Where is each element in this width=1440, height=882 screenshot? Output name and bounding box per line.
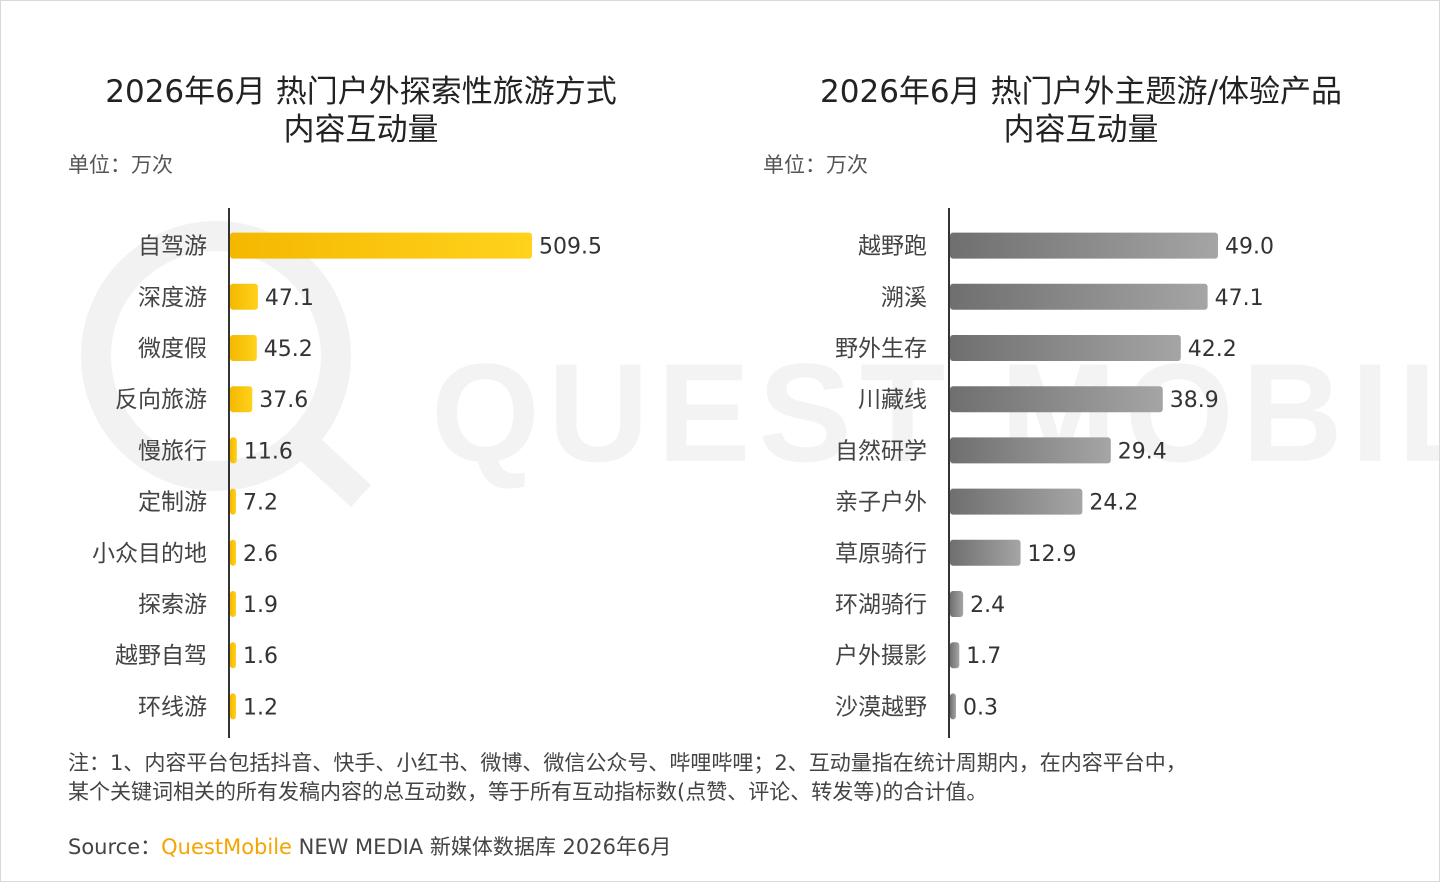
bar [950, 539, 1021, 566]
bar [950, 386, 1163, 413]
category-label: 越野跑 [858, 234, 927, 260]
category-label: 沙漠越野 [835, 694, 927, 720]
value-label: 37.6 [259, 388, 308, 413]
bar [230, 488, 236, 515]
bar-chart-right: 越野跑 49.0 溯溪 47.1 野外生存 42.2 川藏线 38.9 自然研学 29.4 亲子户外… [835, 208, 1274, 738]
value-label: 509.5 [539, 235, 602, 260]
category-label: 环线游 [138, 694, 207, 720]
value-label: 47.1 [1215, 286, 1264, 311]
chart-title-left-line1: 2026年6月 热门户外探索性旅游方式 [105, 74, 617, 110]
chart-title-right-line2: 内容互动量 [1003, 112, 1159, 148]
source-line: Source：QuestMobile NEW MEDIA 新媒体数据库 2026… [68, 831, 671, 861]
bar [950, 283, 1208, 310]
category-label: 草原骑行 [835, 541, 927, 567]
chart-title-left-line2: 内容互动量 [283, 112, 439, 148]
category-label: 反向旅游 [115, 387, 207, 413]
category-label: 慢旅行 [138, 438, 207, 464]
bar [950, 232, 1218, 259]
bar [950, 642, 960, 669]
footnote: 注：1、内容平台包括抖音、快手、小红书、微博、微信公众号、哔哩哔哩；2、互动量指… [68, 749, 1388, 807]
value-label: 38.9 [1170, 388, 1219, 413]
bar [950, 591, 964, 617]
category-label: 自驾游 [138, 234, 207, 260]
watermark-text: QUEST MOBILE [431, 334, 1439, 491]
category-label: 自然研学 [835, 438, 927, 464]
category-label: 野外生存 [835, 336, 927, 362]
footnote-line-2: 某个关键词相关的所有发稿内容的总互动数，等于所有互动指标数(点赞、评论、转发等)… [68, 780, 988, 804]
bar [230, 386, 253, 413]
bar [230, 437, 237, 464]
value-label: 42.2 [1188, 337, 1237, 362]
bar [230, 335, 257, 361]
bar [230, 232, 532, 259]
category-label: 深度游 [138, 285, 207, 311]
value-label: 7.2 [243, 491, 278, 516]
category-label: 环湖骑行 [835, 592, 927, 618]
watermark-logo-icon [81, 221, 372, 508]
category-label: 溯溪 [881, 285, 927, 311]
value-label: 1.7 [966, 644, 1001, 669]
unit-label-right: 单位：万次 [763, 153, 868, 177]
category-label: 户外摄影 [835, 643, 927, 669]
category-label: 小众目的地 [92, 541, 207, 567]
bar [950, 488, 1083, 515]
category-label: 探索游 [138, 592, 207, 618]
category-label: 越野自驾 [115, 643, 207, 669]
source-prefix: Source： [68, 835, 162, 859]
value-label: 11.6 [244, 439, 293, 464]
footnote-line-1: 注：1、内容平台包括抖音、快手、小红书、微博、微信公众号、哔哩哔哩；2、互动量指… [68, 751, 1187, 775]
bar [950, 693, 956, 720]
value-label: 12.9 [1028, 542, 1077, 567]
value-label: 2.4 [970, 593, 1005, 618]
bar-chart-left: 自驾游 509.5 深度游 47.1 微度假 45.2 反向旅游 37.6 慢旅行 11.6 定制游… [92, 208, 602, 738]
value-label: 0.3 [963, 695, 998, 720]
bar [230, 283, 258, 310]
value-label: 29.4 [1118, 439, 1167, 464]
chart-title-right: 2026年6月 热门户外主题游/体验产品 内容互动量 [761, 73, 1401, 149]
category-label: 川藏线 [858, 387, 927, 413]
bar [230, 642, 236, 669]
value-label: 1.6 [243, 644, 278, 669]
category-label: 微度假 [138, 336, 207, 362]
value-label: 24.2 [1089, 491, 1138, 516]
value-label: 47.1 [265, 286, 314, 311]
category-label: 定制游 [138, 490, 207, 516]
chart-title-left: 2026年6月 热门户外探索性旅游方式 内容互动量 [41, 73, 681, 149]
value-label: 49.0 [1225, 235, 1274, 260]
value-label: 45.2 [264, 337, 313, 362]
chart-title-right-line1: 2026年6月 热门户外主题游/体验产品 [820, 74, 1342, 110]
category-label: 亲子户外 [835, 490, 927, 516]
source-brand: QuestMobile [161, 835, 292, 859]
bar [230, 693, 236, 720]
unit-label-left: 单位：万次 [68, 153, 173, 177]
bar [230, 591, 236, 617]
value-label: 1.2 [243, 695, 278, 720]
bar [230, 539, 236, 566]
value-label: 1.9 [243, 593, 278, 618]
source-rest: NEW MEDIA 新媒体数据库 2026年6月 [291, 835, 672, 859]
bar [950, 437, 1111, 464]
value-label: 2.6 [243, 542, 278, 567]
bar [950, 335, 1181, 361]
